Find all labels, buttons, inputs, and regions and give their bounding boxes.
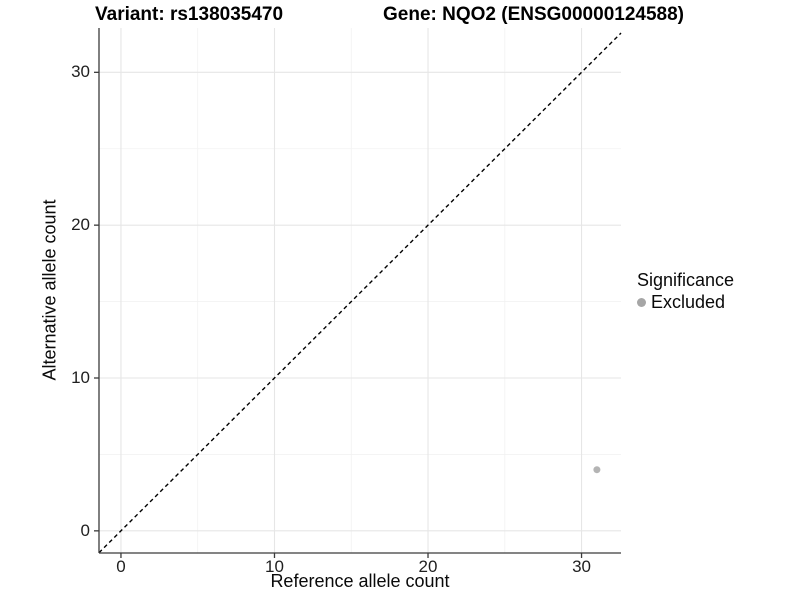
x-tick-label: 10	[265, 557, 284, 576]
legend-item-label: Excluded	[651, 292, 726, 312]
legend-item: Excluded	[637, 292, 734, 312]
y-tick-label: 30	[71, 62, 90, 82]
x-axis-title: Reference allele count	[270, 571, 450, 591]
y-axis-title: Alternative allele count	[39, 199, 60, 381]
legend-items: Excluded	[637, 291, 734, 312]
legend-title: Significance	[637, 270, 735, 290]
y-tick-label: 10	[71, 368, 90, 387]
data-point	[593, 466, 601, 474]
y-tick-label: 20	[71, 215, 90, 235]
identity-line	[98, 32, 622, 554]
legend: Significance Excluded	[637, 269, 734, 312]
plot-title-gene: Gene: NQO2 (ENSG00000124588)	[383, 4, 684, 25]
plot-title-variant: Variant: rs138035470	[95, 4, 284, 25]
x-tick-label: 30	[572, 557, 591, 576]
x-tick-label: 0	[116, 557, 126, 576]
x-tick-label: 20	[418, 557, 438, 576]
legend-key-dot-icon	[637, 297, 646, 307]
y-tick-label: 0	[80, 520, 90, 540]
